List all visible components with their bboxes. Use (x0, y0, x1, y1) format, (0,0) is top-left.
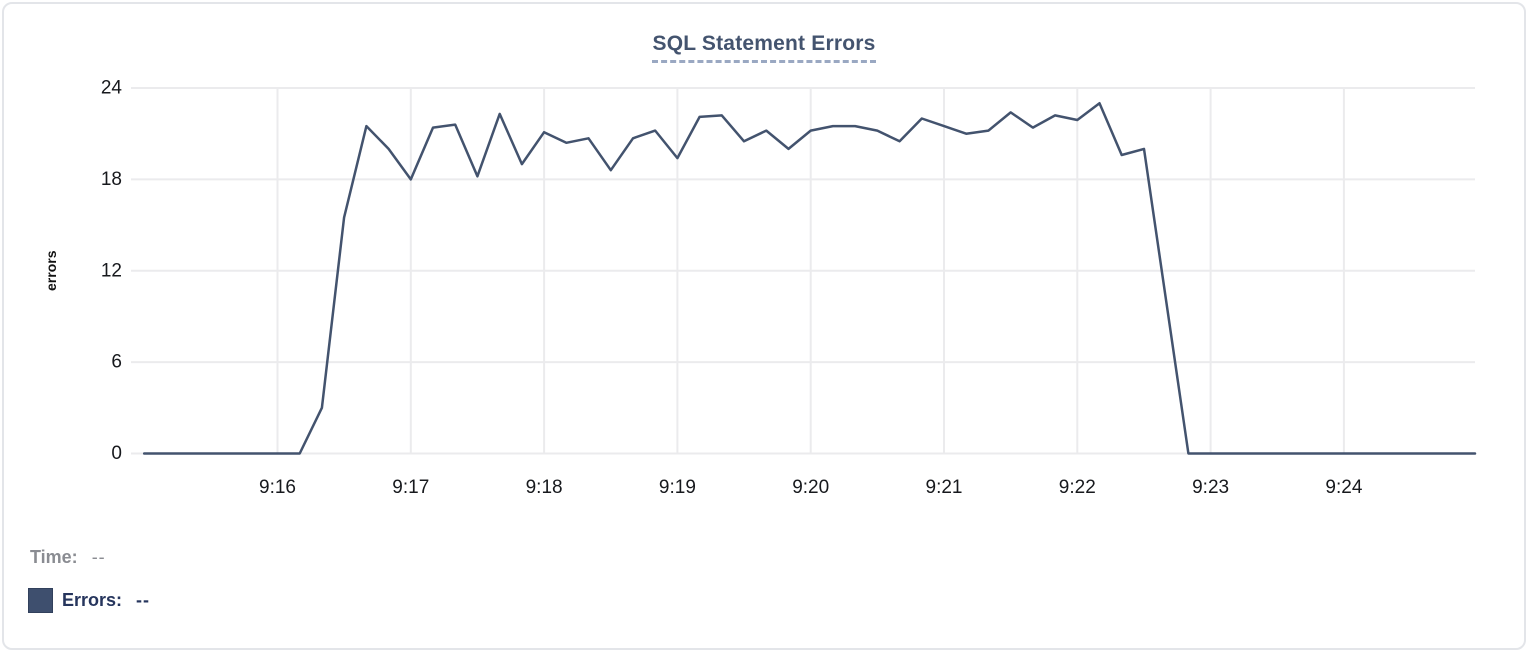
x-tick-label: 9:21 (926, 477, 963, 498)
errors-line-chart[interactable]: 0 6 12 18 24 9:16 9:17 9:18 9:19 9:20 9:21 9:22 9:23… (4, 4, 1528, 656)
y-tick-label: 12 (101, 260, 122, 281)
y-tick-label: 18 (101, 169, 122, 190)
errors-value: -- (136, 590, 151, 610)
time-readout-row: Time: -- (30, 547, 106, 568)
x-tick-label: 9:20 (792, 477, 829, 498)
errors-series-line (142, 101, 1477, 455)
y-axis-title: errors (43, 250, 59, 291)
chart-title[interactable]: SQL Statement Errors (652, 32, 876, 63)
x-tick-label: 9:24 (1325, 477, 1362, 498)
y-tick-label: 24 (101, 78, 123, 99)
x-tick-label: 9:18 (526, 477, 563, 498)
y-tick-label: 6 (111, 352, 122, 373)
x-tick-label: 9:17 (392, 477, 429, 498)
errors-label: Errors: (62, 590, 123, 610)
x-tick-label: 9:19 (659, 477, 696, 498)
x-tick-label: 9:16 (259, 477, 296, 498)
chart-header: SQL Statement Errors (4, 32, 1524, 63)
y-tick-label: 0 (111, 443, 122, 464)
x-tick-label: 9:22 (1059, 477, 1096, 498)
x-tick-label: 9:23 (1192, 477, 1229, 498)
errors-series-swatch (28, 588, 53, 613)
errors-readout-row: Errors: -- (28, 588, 150, 613)
time-value: -- (91, 547, 106, 567)
time-label: Time: (30, 547, 78, 567)
